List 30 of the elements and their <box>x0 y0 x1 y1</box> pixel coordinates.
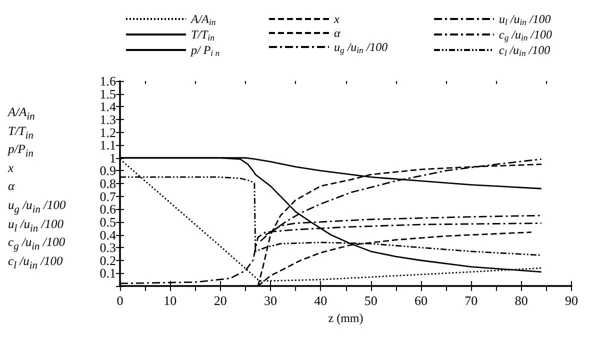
y-tick-label: 1.1 <box>100 138 116 153</box>
x-tick-label: 10 <box>164 293 177 308</box>
y-tick-label: 0.3 <box>100 240 116 256</box>
legend-label: x <box>333 12 340 26</box>
y-tick-label: 0.9 <box>100 163 116 178</box>
x-tick-label: 30 <box>264 293 277 308</box>
x-axis-title: z (mm) <box>328 310 364 325</box>
x-tick-label: 50 <box>364 293 378 308</box>
x-tick-label: 40 <box>314 293 328 308</box>
text: A/A$_{in}$ T/T$_{in}$ p/P$_{in}$ x α u$_{g}$ /u$_{in}$ /100 u$_{l}$ /u$_{in}$ /100 c$_{g}$ /u$_{in}$ /100 c$_{l}$ /u$_{in}$ /100 <box>8 105 66 272</box>
y-tick-label: 0.4 <box>100 227 116 242</box>
y-tick-label: 0.8 <box>100 176 116 191</box>
legend-label: α <box>334 26 341 40</box>
y-tick-label: 0.5 <box>100 214 116 230</box>
y-tick-label: 1.2 <box>100 124 116 140</box>
x-tick-label: 60 <box>414 293 428 308</box>
y-tick-label: 0.1 <box>100 266 116 281</box>
y-tick-label: 1.6 <box>100 74 116 88</box>
y-tick-label: 1 <box>110 150 116 166</box>
x-tick-label: 80 <box>514 293 528 308</box>
x-tick-label: 70 <box>464 293 478 308</box>
y-tick-label: 0.7 <box>100 188 116 204</box>
x-tick-label: 90 <box>565 293 578 308</box>
y-tick-label: 0.6 <box>100 202 116 217</box>
x-tick-label: 20 <box>214 293 227 308</box>
y-tick-label: 0.2 <box>100 252 116 268</box>
y-tick-label: 1.3 <box>100 112 116 127</box>
x-tick-label: 0 <box>116 293 124 308</box>
y-tick-label: 1.4 <box>100 99 116 114</box>
y-tick-label: 1.5 <box>100 86 116 102</box>
